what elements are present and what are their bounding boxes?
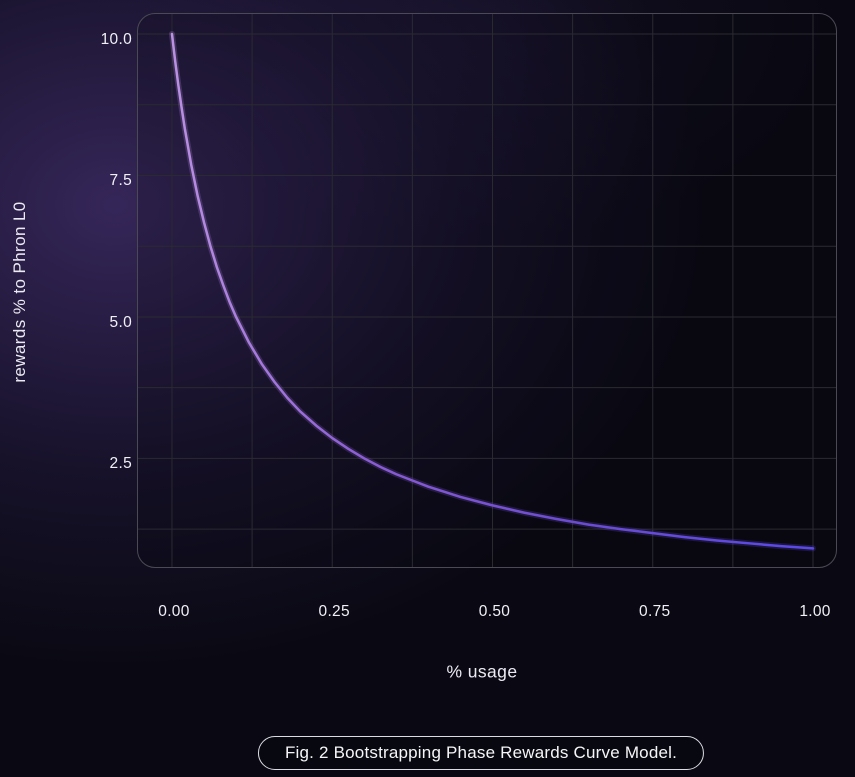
plot-area [137, 13, 837, 568]
x-tick-label: 0.50 [478, 603, 511, 620]
rewards-curve-chart [138, 14, 836, 567]
x-tick-label: 0.00 [158, 603, 190, 620]
y-axis-title: rewards % to Phron L0 [10, 201, 29, 383]
figure-caption: Fig. 2 Bootstrapping Phase Rewards Curve… [257, 736, 705, 770]
y-tick-label: 5.0 [109, 313, 132, 331]
rewards-curve [170, 32, 815, 550]
x-tick-label: 0.75 [639, 603, 671, 620]
y-tick-label: 2.5 [109, 455, 132, 473]
x-tick-label: 0.25 [318, 603, 350, 620]
y-tick-label: 10.0 [100, 30, 132, 48]
x-axis-title: % usage [446, 661, 518, 682]
x-tick-label: 1.00 [799, 603, 831, 620]
y-tick-label: 7.5 [109, 172, 132, 190]
